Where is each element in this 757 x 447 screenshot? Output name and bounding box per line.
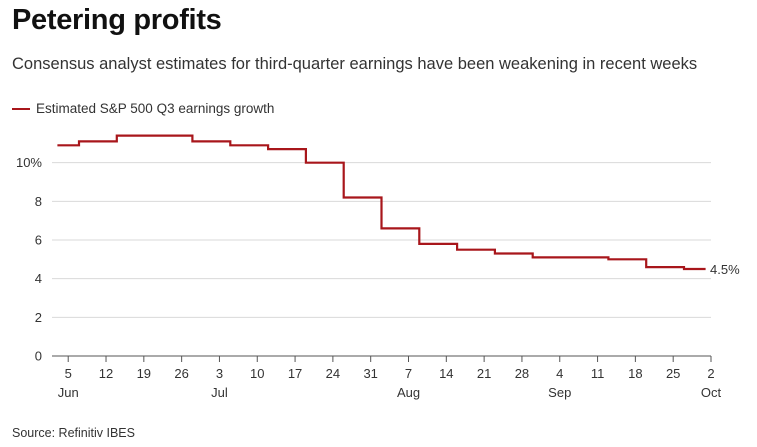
x-tick-label: 19 [137,366,151,381]
x-month-label: Jun [58,385,79,400]
x-tick-label: 11 [591,366,605,381]
x-tick-label: 17 [288,366,302,381]
x-tick-label: 10 [250,366,264,381]
x-month-label: Sep [548,385,571,400]
x-tick-label: 2 [707,366,714,381]
gridlines [52,162,711,318]
x-tick-label: 7 [405,366,412,381]
x-month-label: Aug [397,385,420,400]
x-tick-label: 21 [477,366,491,381]
end-value-label: 4.5% [710,262,740,277]
legend-label: Estimated S&P 500 Q3 earnings growth [36,101,275,116]
x-tick-label: 3 [216,366,223,381]
y-tick-label: 0 [35,349,42,364]
chart-title: Petering profits [12,4,222,36]
y-axis-ticks: 0 2 4 6 8 10% [16,155,42,363]
series-layer: 4.5% [57,134,740,277]
x-tick-label: 5 [65,366,72,381]
x-tick-label: 18 [628,366,642,381]
x-tick-label: 24 [326,366,340,381]
series-line [57,134,706,271]
chart-subtitle: Consensus analyst estimates for third-qu… [12,55,698,73]
legend-swatch [12,107,30,110]
y-tick-label: 2 [35,310,42,325]
y-tick-label: 6 [35,233,42,248]
x-month-label: Jul [211,385,228,400]
y-tick-label: 10% [16,155,42,170]
chart-source: Source: Refinitiv IBES [12,426,135,440]
y-tick-label: 4 [35,271,42,286]
chart-legend: Estimated S&P 500 Q3 earnings growth [12,101,274,116]
y-tick-label: 8 [35,194,42,209]
x-tick-label: 26 [174,366,188,381]
x-tick-label: 28 [515,366,529,381]
x-month-label: Oct [701,385,722,400]
x-tick-label: 25 [666,366,680,381]
x-tick-label: 12 [99,366,113,381]
x-axis: 5 Jun 12 19 26 3 Jul 10 17 24 31 7 Aug 14 21 28 4 Sep 11 18… [52,355,722,400]
x-tick-label: 4 [556,366,563,381]
x-tick-label: 14 [439,366,453,381]
x-tick-label: 31 [363,366,377,381]
